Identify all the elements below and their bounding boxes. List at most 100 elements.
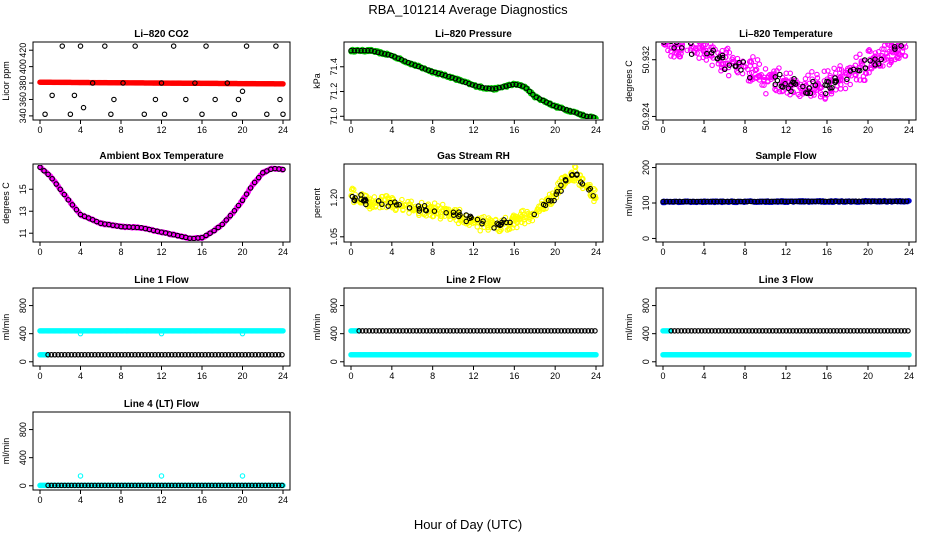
data-point (824, 82, 830, 89)
data-point (897, 33, 901, 37)
y-axis-label: ml/min (1, 314, 11, 341)
data-point (758, 198, 764, 205)
data-point (85, 482, 91, 489)
data-point (262, 352, 269, 358)
data-point (867, 48, 873, 55)
data-point (67, 111, 74, 118)
x-tick-label: 4 (389, 247, 394, 257)
data-point (351, 47, 358, 54)
series-0 (348, 165, 599, 235)
data-point (769, 328, 776, 334)
data-point (590, 114, 597, 119)
x-tick-label: 20 (237, 495, 247, 505)
data-point (808, 93, 814, 99)
x-tick-label: 0 (37, 371, 42, 381)
data-point (678, 328, 685, 334)
data-point (792, 198, 798, 205)
data-point (518, 328, 524, 334)
data-point (155, 482, 162, 489)
data-point (352, 195, 358, 201)
x-tick-label: 12 (156, 495, 166, 505)
data-point (255, 352, 262, 358)
x-tick-label: 24 (591, 247, 601, 257)
y-tick-label: 400 (18, 59, 28, 74)
data-point (62, 482, 68, 489)
data-point (842, 198, 849, 205)
x-tick-label: 12 (781, 247, 791, 257)
x-tick-label: 16 (509, 371, 519, 381)
data-point (479, 84, 486, 91)
data-point (488, 224, 494, 231)
data-point (376, 328, 383, 334)
data-point (158, 330, 165, 337)
data-point (806, 85, 813, 91)
data-point (684, 47, 690, 54)
figure-title: RBA_101214 Average Diagnostics (368, 2, 568, 17)
data-point (232, 352, 238, 358)
data-point (722, 328, 729, 334)
data-point (824, 76, 830, 82)
x-tick-label: 20 (550, 371, 560, 381)
data-point (209, 352, 215, 358)
data-point (467, 328, 474, 334)
data-point (393, 202, 400, 208)
data-point (698, 328, 705, 334)
data-point (812, 198, 818, 205)
data-point (231, 208, 238, 214)
panel-6: Line 1 Flow ml/min 0 4 8 12 16 20 24 0 400 800 (1, 275, 291, 381)
y-tick-label: 100 (641, 195, 651, 210)
data-point (199, 234, 205, 241)
x-tick-label: 0 (348, 125, 353, 135)
data-point (482, 85, 489, 91)
data-point (756, 328, 762, 334)
data-point (447, 216, 453, 223)
data-point (152, 96, 159, 103)
data-point (65, 482, 71, 489)
data-point (71, 92, 78, 99)
data-point (725, 72, 732, 79)
data-point (207, 230, 213, 236)
data-point (199, 482, 205, 489)
data-point (165, 352, 172, 358)
data-point (158, 352, 165, 358)
data-point (52, 352, 58, 358)
data-point (524, 328, 531, 334)
data-point (867, 65, 874, 71)
data-point (396, 328, 403, 334)
data-point (697, 198, 703, 205)
data-point (866, 69, 872, 76)
data-point (427, 328, 433, 334)
data-point (761, 82, 767, 88)
data-point (668, 48, 674, 54)
data-point (417, 328, 423, 334)
data-point (418, 64, 425, 71)
data-point (494, 328, 501, 334)
data-point (142, 482, 148, 489)
data-point (474, 328, 480, 334)
x-tick-label: 12 (156, 247, 166, 257)
data-point (795, 198, 802, 205)
marks (37, 43, 286, 118)
x-tick-label: 20 (863, 247, 873, 257)
marks (37, 473, 286, 489)
data-point (242, 482, 248, 489)
data-point (836, 66, 843, 72)
data-point (242, 352, 248, 358)
data-point (386, 328, 393, 334)
data-point (61, 191, 68, 198)
data-point (898, 328, 904, 334)
data-point (463, 212, 469, 218)
data-point (170, 43, 177, 49)
data-point (396, 201, 402, 208)
data-point (503, 219, 510, 226)
data-point (225, 352, 232, 358)
data-point (199, 111, 205, 118)
data-point (904, 31, 908, 35)
data-point (456, 77, 462, 83)
y-axis-label: percent (312, 187, 322, 218)
data-point (772, 86, 778, 93)
data-point (275, 482, 282, 489)
data-point (570, 109, 577, 115)
y-tick-label: 71.0 (329, 108, 339, 126)
data-point (585, 328, 591, 334)
